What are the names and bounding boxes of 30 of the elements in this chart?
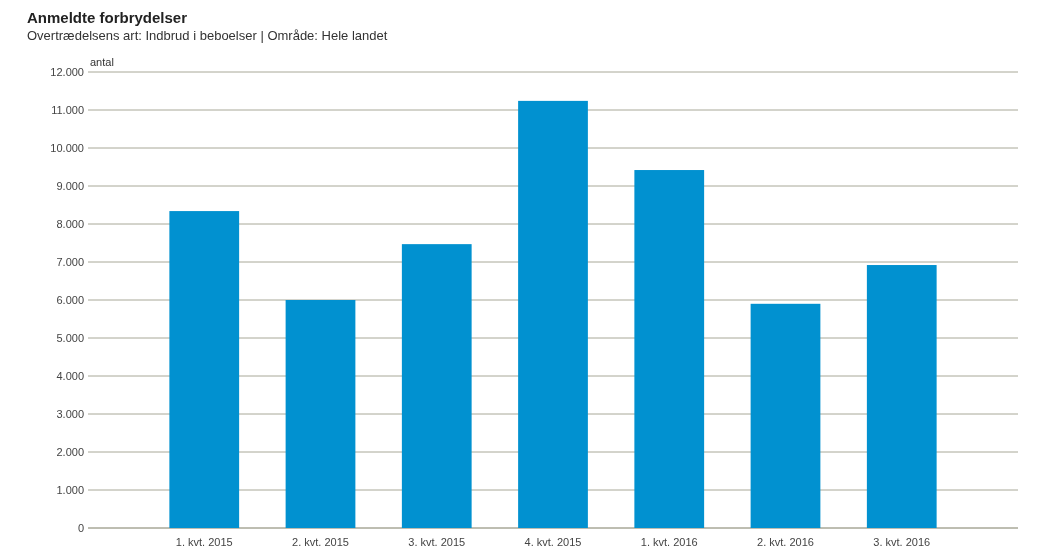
bar [169, 211, 240, 528]
x-tick-label: 2. kvt. 2015 [292, 536, 349, 548]
x-tick-label: 1. kvt. 2016 [640, 536, 698, 548]
bar [866, 265, 937, 528]
bar [401, 244, 472, 528]
y-tick-label: 8.000 [56, 217, 84, 230]
y-tick-label: 12.000 [50, 65, 84, 78]
y-tick-label: 0 [77, 521, 84, 534]
y-tick-label: 10.000 [50, 141, 84, 154]
bar [750, 303, 821, 528]
y-tick-label: 1.000 [56, 483, 84, 496]
bar [285, 300, 356, 528]
y-tick-label: 4.000 [56, 369, 84, 382]
bar [518, 100, 588, 528]
chart-title: Anmeldte forbrydelser [27, 9, 188, 26]
x-tick-label: 4. kvt. 2015 [524, 536, 582, 548]
y-axis-title: antal [90, 56, 114, 68]
y-tick-label: 5.000 [56, 331, 84, 344]
y-tick-label: 3.000 [56, 407, 84, 420]
bar [634, 170, 705, 528]
x-tick-label: 3. kvt. 2016 [873, 536, 931, 548]
y-tick-label: 7.000 [56, 255, 84, 268]
x-tick-label: 1. kvt. 2015 [175, 536, 233, 548]
y-tick-label: 2.000 [56, 445, 84, 458]
y-tick-label: 11.000 [51, 103, 84, 116]
chart-subtitle: Overtrædelsens art: Indbrud i beboelser | Område: Hele landet [27, 28, 388, 43]
y-tick-label: 6.000 [56, 293, 84, 306]
x-tick-label: 2. kvt. 2016 [757, 536, 814, 548]
x-tick-label: 3. kvt. 2015 [408, 536, 466, 548]
y-tick-label: 9.000 [56, 179, 84, 192]
